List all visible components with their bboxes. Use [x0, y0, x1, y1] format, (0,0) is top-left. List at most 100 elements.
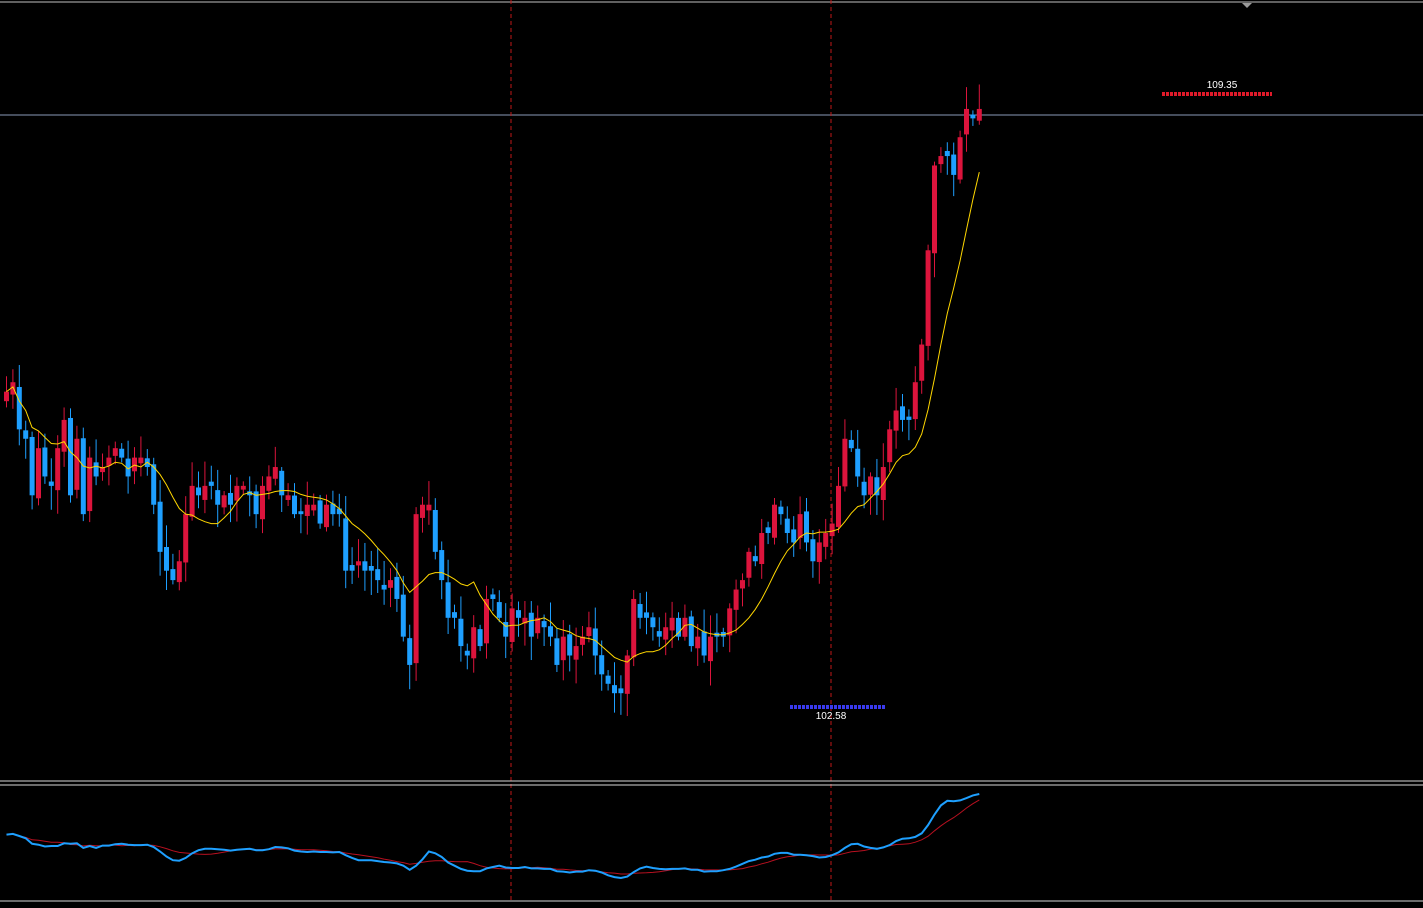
candle	[247, 476, 253, 517]
candle-body	[912, 382, 918, 420]
candle	[292, 483, 297, 519]
candle-body	[490, 594, 496, 599]
candle-body	[16, 386, 22, 430]
candle	[944, 142, 950, 175]
candle-body	[330, 503, 336, 515]
candle	[656, 617, 662, 647]
candle	[573, 627, 579, 684]
candle	[650, 612, 656, 641]
candle-body	[400, 594, 406, 637]
candle-body	[164, 547, 169, 571]
candle	[176, 550, 182, 591]
candle	[16, 364, 22, 446]
candle	[68, 408, 73, 503]
candle	[887, 420, 893, 473]
candle	[298, 498, 304, 534]
candle	[682, 604, 688, 641]
candle-body	[55, 448, 61, 491]
candle	[375, 548, 381, 594]
candle	[893, 387, 899, 449]
candle-body	[349, 565, 355, 571]
candle	[586, 611, 592, 643]
markers-layer: 109.35 102.58	[790, 80, 1272, 722]
candle	[829, 503, 835, 555]
candle-body	[138, 457, 144, 464]
candle-body	[311, 504, 317, 511]
candle-body	[80, 438, 86, 515]
candle-body	[541, 621, 547, 628]
candle-body	[752, 556, 758, 562]
candle	[592, 607, 598, 675]
candle-body	[324, 504, 329, 528]
candle-body	[362, 561, 368, 571]
candle	[445, 559, 451, 634]
candle-body	[228, 492, 233, 505]
candle-body	[778, 506, 784, 515]
candle	[215, 469, 221, 528]
candle	[240, 481, 246, 496]
candle	[183, 496, 189, 582]
candle-body	[708, 636, 713, 662]
candle-body	[605, 675, 611, 684]
candle-body	[848, 439, 854, 449]
candle	[80, 427, 86, 522]
candle-body	[644, 612, 649, 618]
candle-body	[432, 509, 438, 552]
candle-body	[112, 448, 118, 456]
candle-body	[496, 602, 502, 618]
candle-body	[356, 561, 361, 566]
candle	[791, 516, 797, 557]
candle	[938, 147, 944, 173]
candle-body	[964, 108, 969, 135]
candle	[208, 465, 214, 500]
candle-body	[861, 481, 867, 496]
candle	[605, 670, 611, 691]
candle	[336, 493, 342, 527]
candle-body	[93, 462, 99, 477]
candle-body	[215, 490, 221, 505]
candle	[432, 498, 438, 560]
candle-body	[23, 430, 29, 439]
candle-body	[746, 551, 752, 578]
candle-body	[208, 481, 214, 486]
candle-body	[932, 165, 937, 254]
oscillator-layer	[6, 793, 980, 880]
candle	[644, 591, 649, 635]
candle-body	[656, 631, 662, 637]
candle	[580, 625, 585, 656]
candle	[349, 547, 355, 584]
candle	[548, 602, 553, 647]
candle	[74, 425, 80, 499]
candle	[624, 649, 630, 717]
candle-body	[919, 344, 925, 381]
candle-body	[343, 518, 349, 571]
candle-body	[29, 436, 35, 496]
candle-body	[189, 485, 195, 517]
candle-body	[727, 608, 733, 636]
candle-body	[503, 622, 509, 637]
candle	[202, 461, 208, 514]
candle-body	[74, 438, 80, 490]
candle-body	[464, 650, 470, 656]
candle-body	[68, 417, 73, 496]
candle-body	[87, 457, 93, 512]
candle	[279, 467, 285, 513]
candle-body	[125, 458, 131, 477]
candle-body	[48, 481, 54, 486]
candle-body	[375, 569, 381, 581]
candle	[221, 491, 227, 515]
candle	[4, 376, 9, 408]
candle-body	[196, 487, 201, 496]
candle-body	[528, 612, 534, 637]
candle-body	[868, 476, 873, 495]
candle-body	[612, 685, 617, 694]
candle	[36, 430, 41, 506]
candle	[343, 496, 349, 589]
candle-body	[413, 514, 419, 664]
candle	[516, 601, 521, 637]
candle-body	[394, 576, 400, 599]
candle-body	[535, 617, 541, 634]
candle-body	[592, 628, 598, 656]
candle	[61, 407, 67, 467]
